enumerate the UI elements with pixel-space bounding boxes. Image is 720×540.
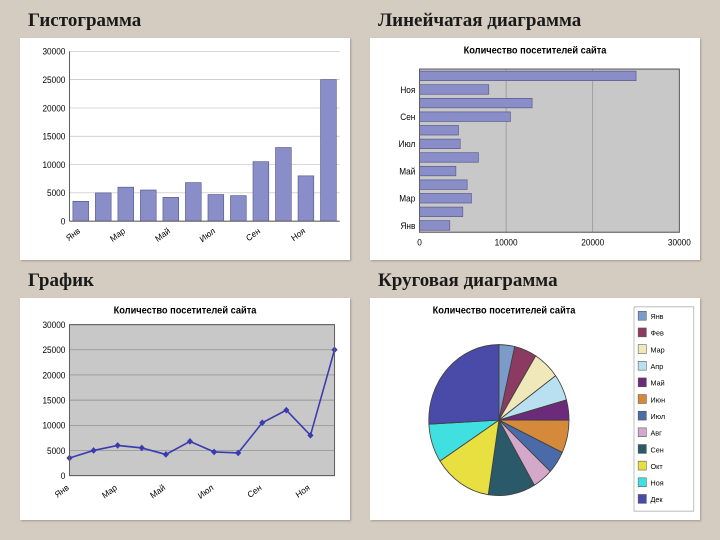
svg-text:20000: 20000 xyxy=(42,103,65,113)
svg-text:Янв: Янв xyxy=(400,220,415,230)
pie-title: Круговая диаграмма xyxy=(378,270,700,292)
svg-text:Янв: Янв xyxy=(651,312,664,321)
svg-text:Сен: Сен xyxy=(651,445,664,454)
svg-text:Авг: Авг xyxy=(651,428,663,437)
svg-text:20000: 20000 xyxy=(581,237,604,247)
svg-text:Мар: Мар xyxy=(108,225,127,244)
svg-text:25000: 25000 xyxy=(42,345,65,355)
svg-text:Количество посетителей сайта: Количество посетителей сайта xyxy=(114,305,257,316)
svg-text:Июл: Июл xyxy=(196,482,215,501)
svg-text:Июл: Июл xyxy=(399,139,416,149)
svg-text:Количество посетителей сайта: Количество посетителей сайта xyxy=(433,305,576,316)
hbar-chart: Количество посетителей сайта 0 10000 20000 3… xyxy=(370,38,700,260)
svg-text:Сен: Сен xyxy=(244,225,262,243)
svg-text:Мар: Мар xyxy=(651,345,665,354)
svg-text:Июл: Июл xyxy=(651,412,666,421)
svg-text:10000: 10000 xyxy=(495,237,518,247)
svg-text:15000: 15000 xyxy=(42,395,65,405)
hbar-cell: Линейчатая диаграмма Количество посетите… xyxy=(370,10,700,260)
svg-text:10000: 10000 xyxy=(42,420,65,430)
line-chart: Количество посетителей сайта 0 5000 10000 15… xyxy=(20,298,350,520)
pie-cell: Круговая диаграмма Количество посетителе… xyxy=(370,270,700,520)
hbar-title: Линейчатая диаграмма xyxy=(378,10,700,32)
svg-text:30000: 30000 xyxy=(42,46,65,56)
svg-text:25000: 25000 xyxy=(42,75,65,85)
pie-chart: Количество посетителей сайта Янв Фев Мар Апр… xyxy=(370,298,700,520)
svg-text:Июл: Июл xyxy=(198,225,217,244)
svg-text:Май: Май xyxy=(148,482,167,501)
histogram-title: Гистограмма xyxy=(28,10,350,32)
svg-text:15000: 15000 xyxy=(42,131,65,141)
svg-text:10000: 10000 xyxy=(42,160,65,170)
svg-text:Ноя: Ноя xyxy=(289,225,307,243)
svg-text:30000: 30000 xyxy=(42,320,65,330)
svg-text:Май: Май xyxy=(651,378,665,387)
svg-text:Мар: Мар xyxy=(100,482,119,501)
svg-text:Май: Май xyxy=(153,225,172,244)
svg-text:Янв: Янв xyxy=(64,225,82,243)
svg-text:Сен: Сен xyxy=(245,482,263,500)
svg-text:Янв: Янв xyxy=(53,482,71,500)
svg-text:Окт: Окт xyxy=(651,462,664,471)
svg-text:0: 0 xyxy=(61,216,66,226)
svg-text:Июн: Июн xyxy=(651,395,666,404)
svg-text:30000: 30000 xyxy=(668,237,691,247)
svg-text:0: 0 xyxy=(61,471,66,481)
svg-text:Фев: Фев xyxy=(651,328,664,337)
svg-text:Ноя: Ноя xyxy=(294,482,312,500)
svg-text:Апр: Апр xyxy=(651,362,664,371)
line-cell: График Количество посетителей сайта 0 5000… xyxy=(20,270,350,520)
chart-grid: Гистограмма 0 5000 10000 15000 20000 25000 300… xyxy=(0,0,720,540)
svg-text:Дек: Дек xyxy=(651,495,664,504)
svg-text:Май: Май xyxy=(399,166,415,176)
histogram-chart: 0 5000 10000 15000 20000 25000 30000 Янв Мар Май И… xyxy=(20,38,350,260)
svg-text:20000: 20000 xyxy=(42,370,65,380)
svg-text:Ноя: Ноя xyxy=(651,478,664,487)
svg-text:Ноя: Ноя xyxy=(400,85,415,95)
svg-text:5000: 5000 xyxy=(47,188,66,198)
svg-text:0: 0 xyxy=(417,237,422,247)
svg-text:Количество посетителей сайта: Количество посетителей сайта xyxy=(464,45,607,56)
line-title: График xyxy=(28,270,350,292)
svg-text:Сен: Сен xyxy=(400,112,415,122)
svg-text:5000: 5000 xyxy=(47,445,66,455)
svg-text:Мар: Мар xyxy=(399,193,415,203)
histogram-cell: Гистограмма 0 5000 10000 15000 20000 25000 300… xyxy=(20,10,350,260)
